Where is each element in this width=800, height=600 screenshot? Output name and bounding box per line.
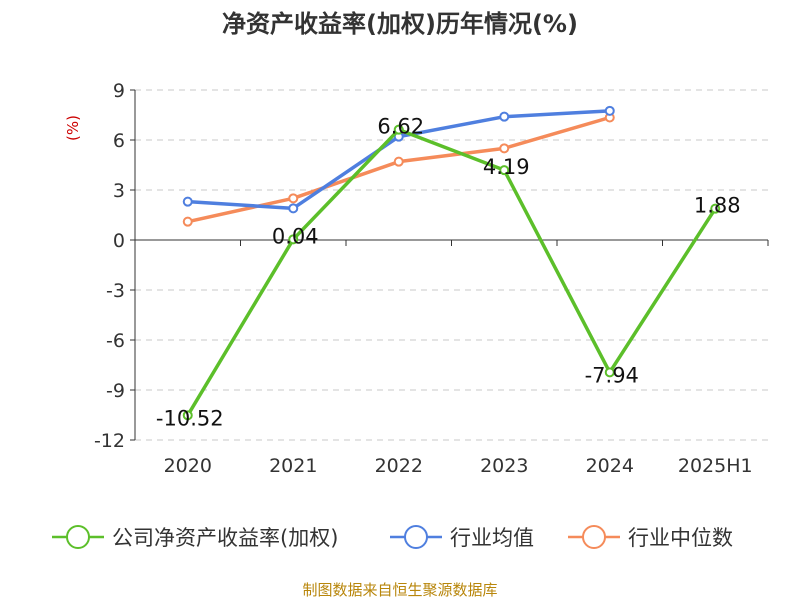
data-point (604, 105, 615, 116)
data-point (182, 410, 193, 421)
x-tick-label: 2021 (269, 455, 317, 477)
data-point (393, 156, 404, 167)
data-point (288, 234, 299, 245)
data-point (710, 203, 721, 214)
grid (135, 89, 768, 441)
x-tick-label: 2023 (480, 455, 528, 477)
x-tick-label: 2020 (164, 455, 212, 477)
data-point (499, 143, 510, 154)
legend-marker (404, 525, 428, 549)
y-tick-label: 9 (113, 80, 125, 102)
legend[interactable]: 公司净资产收益率(加权) 行业均值 行业中位数 (52, 525, 733, 550)
y-tick-label: 6 (113, 130, 125, 152)
x-tick-label: 2022 (375, 455, 423, 477)
series-line (186, 127, 717, 417)
legend-label: 行业均值 (450, 526, 534, 550)
data-point (499, 165, 510, 176)
data-label: -7.94 (585, 363, 639, 387)
data-labels: -10.52 0.04 6.62 4.19 -7.94 1.88 (156, 115, 741, 431)
legend-label: 行业中位数 (628, 526, 733, 550)
data-point (288, 203, 299, 214)
data-point (182, 216, 193, 227)
y-tick-label: -3 (106, 280, 125, 302)
data-label: 1.88 (694, 194, 741, 218)
data-label: 6.62 (377, 115, 424, 139)
source-note: 制图数据来自恒生聚源数据库 (302, 581, 497, 599)
x-tick-label: 2025H1 (678, 455, 753, 477)
x-tick-label: 2024 (586, 455, 634, 477)
y-tick-label: 0 (113, 230, 125, 252)
y-tick-label: 3 (113, 180, 125, 202)
data-point (288, 193, 299, 204)
legend-marker (66, 525, 90, 549)
data-label: 0.04 (272, 224, 319, 248)
series (182, 105, 721, 421)
data-label: 4.19 (483, 155, 530, 179)
y-tick-label: -6 (106, 330, 125, 352)
data-point (182, 196, 193, 207)
data-point (499, 111, 510, 122)
y-tick-label: -12 (94, 430, 125, 452)
legend-marker (582, 525, 606, 549)
y-axis-label: (%) (64, 115, 82, 141)
chart-title: 净资产收益率(加权)历年情况(%) (222, 10, 578, 38)
data-point (604, 367, 615, 378)
data-point (393, 124, 404, 135)
legend-label: 公司净资产收益率(加权) (112, 526, 338, 550)
y-tick-label: -9 (106, 380, 125, 402)
axes: 9 6 3 0 -3 -6 -9 -12 2020 2021 2022 2023 2024 2025H1 (94, 80, 769, 477)
data-label: -10.52 (156, 406, 224, 430)
